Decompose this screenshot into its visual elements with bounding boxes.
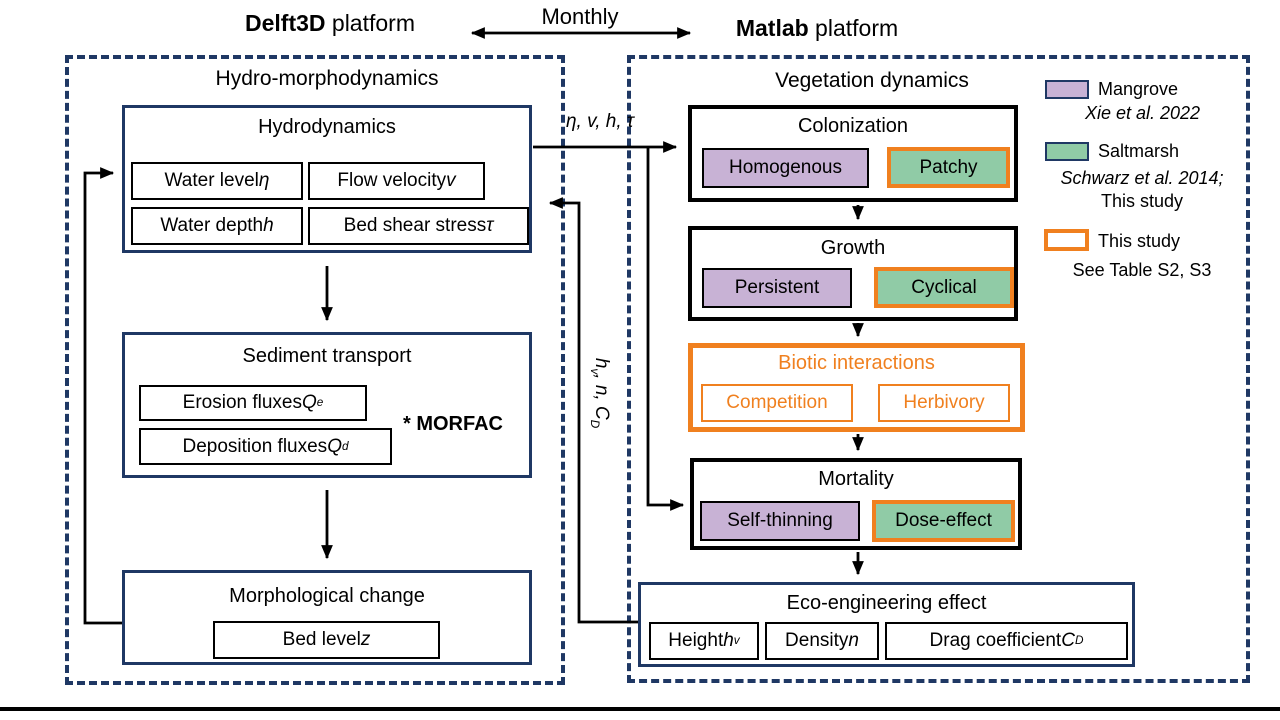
- competition-chip: Competition: [701, 384, 853, 422]
- biotic-interactions-title: Biotic interactions: [778, 352, 935, 374]
- matlab-platform-title: Matlab platform: [667, 15, 967, 42]
- growth-title: Growth: [820, 237, 886, 259]
- feedback-h: h: [591, 357, 612, 369]
- eco-engineering-title: Eco-engineering effect: [786, 592, 987, 614]
- density-chip: Density n: [765, 622, 879, 660]
- water-depth-text: Water depth: [160, 215, 264, 236]
- water-depth-chip: Water depth h: [131, 207, 303, 245]
- matlab-platform-suffix: platform: [808, 15, 899, 41]
- morphological-change-title: Morphological change: [229, 585, 425, 607]
- height-text: Height: [668, 630, 724, 651]
- flow-velocity-text: Flow velocity: [337, 170, 447, 191]
- bed-shear-stress-text: Bed shear stress: [343, 215, 487, 236]
- coupling-interval-label: Monthly: [541, 4, 619, 29]
- figure-bottom-border: [0, 707, 1280, 711]
- mangrove-reference: Xie et al. 2022: [1084, 103, 1201, 123]
- colonization-title: Colonization: [797, 115, 909, 137]
- homogenous-chip: Homogenous: [702, 148, 869, 188]
- saltmarsh-swatch: [1045, 142, 1089, 161]
- saltmarsh-reference: Schwarz et al. 2014;: [1060, 168, 1224, 188]
- n-symbol: n: [848, 630, 859, 651]
- hv-symbol: h: [723, 630, 734, 651]
- mangrove-swatch: [1045, 80, 1089, 99]
- qd-symbol: Q: [327, 435, 342, 457]
- qe-symbol: Q: [302, 392, 317, 413]
- delft3d-platform-title: Delft3D platform: [180, 10, 480, 37]
- mortality-title: Mortality: [818, 468, 894, 490]
- deposition-fluxes-text: Deposition fluxes: [182, 435, 328, 457]
- bed-shear-stress-chip: Bed shear stress τ: [308, 207, 529, 245]
- persistent-chip: Persistent: [702, 268, 852, 308]
- cd-symbol: C: [1061, 630, 1075, 651]
- colonization-box: Colonization Homogenous Patchy: [688, 105, 1018, 202]
- self-thinning-chip: Self-thinning: [700, 501, 860, 541]
- saltmarsh-label: Saltmarsh: [1098, 141, 1180, 161]
- mangrove-label: Mangrove: [1098, 79, 1179, 99]
- this-study-label: This study: [1098, 231, 1181, 251]
- morfac-label: * MORFAC: [403, 413, 503, 435]
- biotic-interactions-box: Biotic interactions Competition Herbivor…: [688, 343, 1025, 432]
- see-table-note: See Table S2, S3: [1072, 260, 1212, 280]
- erosion-fluxes-text: Erosion fluxes: [182, 392, 302, 413]
- feedback-c-sub: D: [588, 419, 602, 429]
- hydrodynamics-box: Hydrodynamics Water level η Flow velocit…: [122, 105, 532, 253]
- h-symbol: h: [263, 215, 274, 236]
- this-study-swatch: [1044, 229, 1089, 251]
- dose-effect-chip: Dose-effect: [872, 500, 1015, 542]
- water-level-text: Water level: [164, 170, 259, 191]
- forward-variables-label: η, v, h, τ: [566, 111, 634, 132]
- hydrodynamics-title: Hydrodynamics: [258, 116, 396, 138]
- tau-symbol: τ: [486, 215, 494, 236]
- saltmarsh-this-study-note: This study: [1100, 191, 1184, 211]
- growth-box: Growth Persistent Cyclical: [688, 226, 1018, 321]
- delft3d-platform-name: Delft3D: [245, 10, 326, 36]
- cyclical-chip: Cyclical: [874, 267, 1014, 308]
- delft3d-platform-suffix: platform: [325, 10, 415, 36]
- feedback-variables-label: hv, n, CD: [588, 338, 612, 448]
- bed-level-text: Bed level: [282, 629, 361, 650]
- density-text: Density: [785, 630, 849, 651]
- eta-symbol: η: [258, 170, 270, 191]
- hydro-morphodynamics-title: Hydro-morphodynamics: [215, 67, 439, 90]
- herbivory-chip: Herbivory: [878, 384, 1010, 422]
- water-level-chip: Water level η: [131, 162, 303, 200]
- mortality-box: Mortality Self-thinning Dose-effect: [690, 458, 1022, 550]
- drag-coefficient-text: Drag coefficient: [929, 630, 1062, 651]
- patchy-chip: Patchy: [887, 147, 1010, 188]
- bed-level-chip: Bed level z: [213, 621, 440, 659]
- z-symbol: z: [360, 629, 371, 650]
- flow-velocity-chip: Flow velocity v: [308, 162, 485, 200]
- matlab-platform-name: Matlab: [735, 15, 809, 41]
- v-symbol: v: [446, 170, 456, 191]
- feedback-n-c: , n, C: [591, 374, 612, 420]
- vegetation-dynamics-title: Vegetation dynamics: [775, 69, 969, 92]
- sediment-transport-title: Sediment transport: [242, 345, 412, 367]
- morphological-change-box: Morphological change Bed level z: [122, 570, 532, 665]
